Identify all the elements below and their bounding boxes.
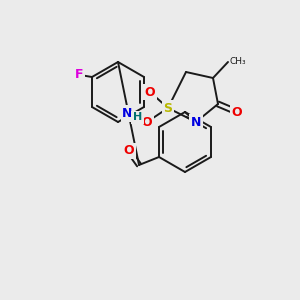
Text: O: O (124, 145, 134, 158)
Text: S: S (164, 101, 172, 115)
Text: O: O (232, 106, 242, 118)
Text: F: F (75, 68, 83, 82)
Text: N: N (191, 116, 201, 128)
Text: O: O (145, 85, 155, 98)
Text: N: N (122, 107, 133, 120)
Text: H: H (133, 112, 142, 122)
Text: O: O (142, 116, 152, 128)
Text: CH₃: CH₃ (230, 56, 247, 65)
